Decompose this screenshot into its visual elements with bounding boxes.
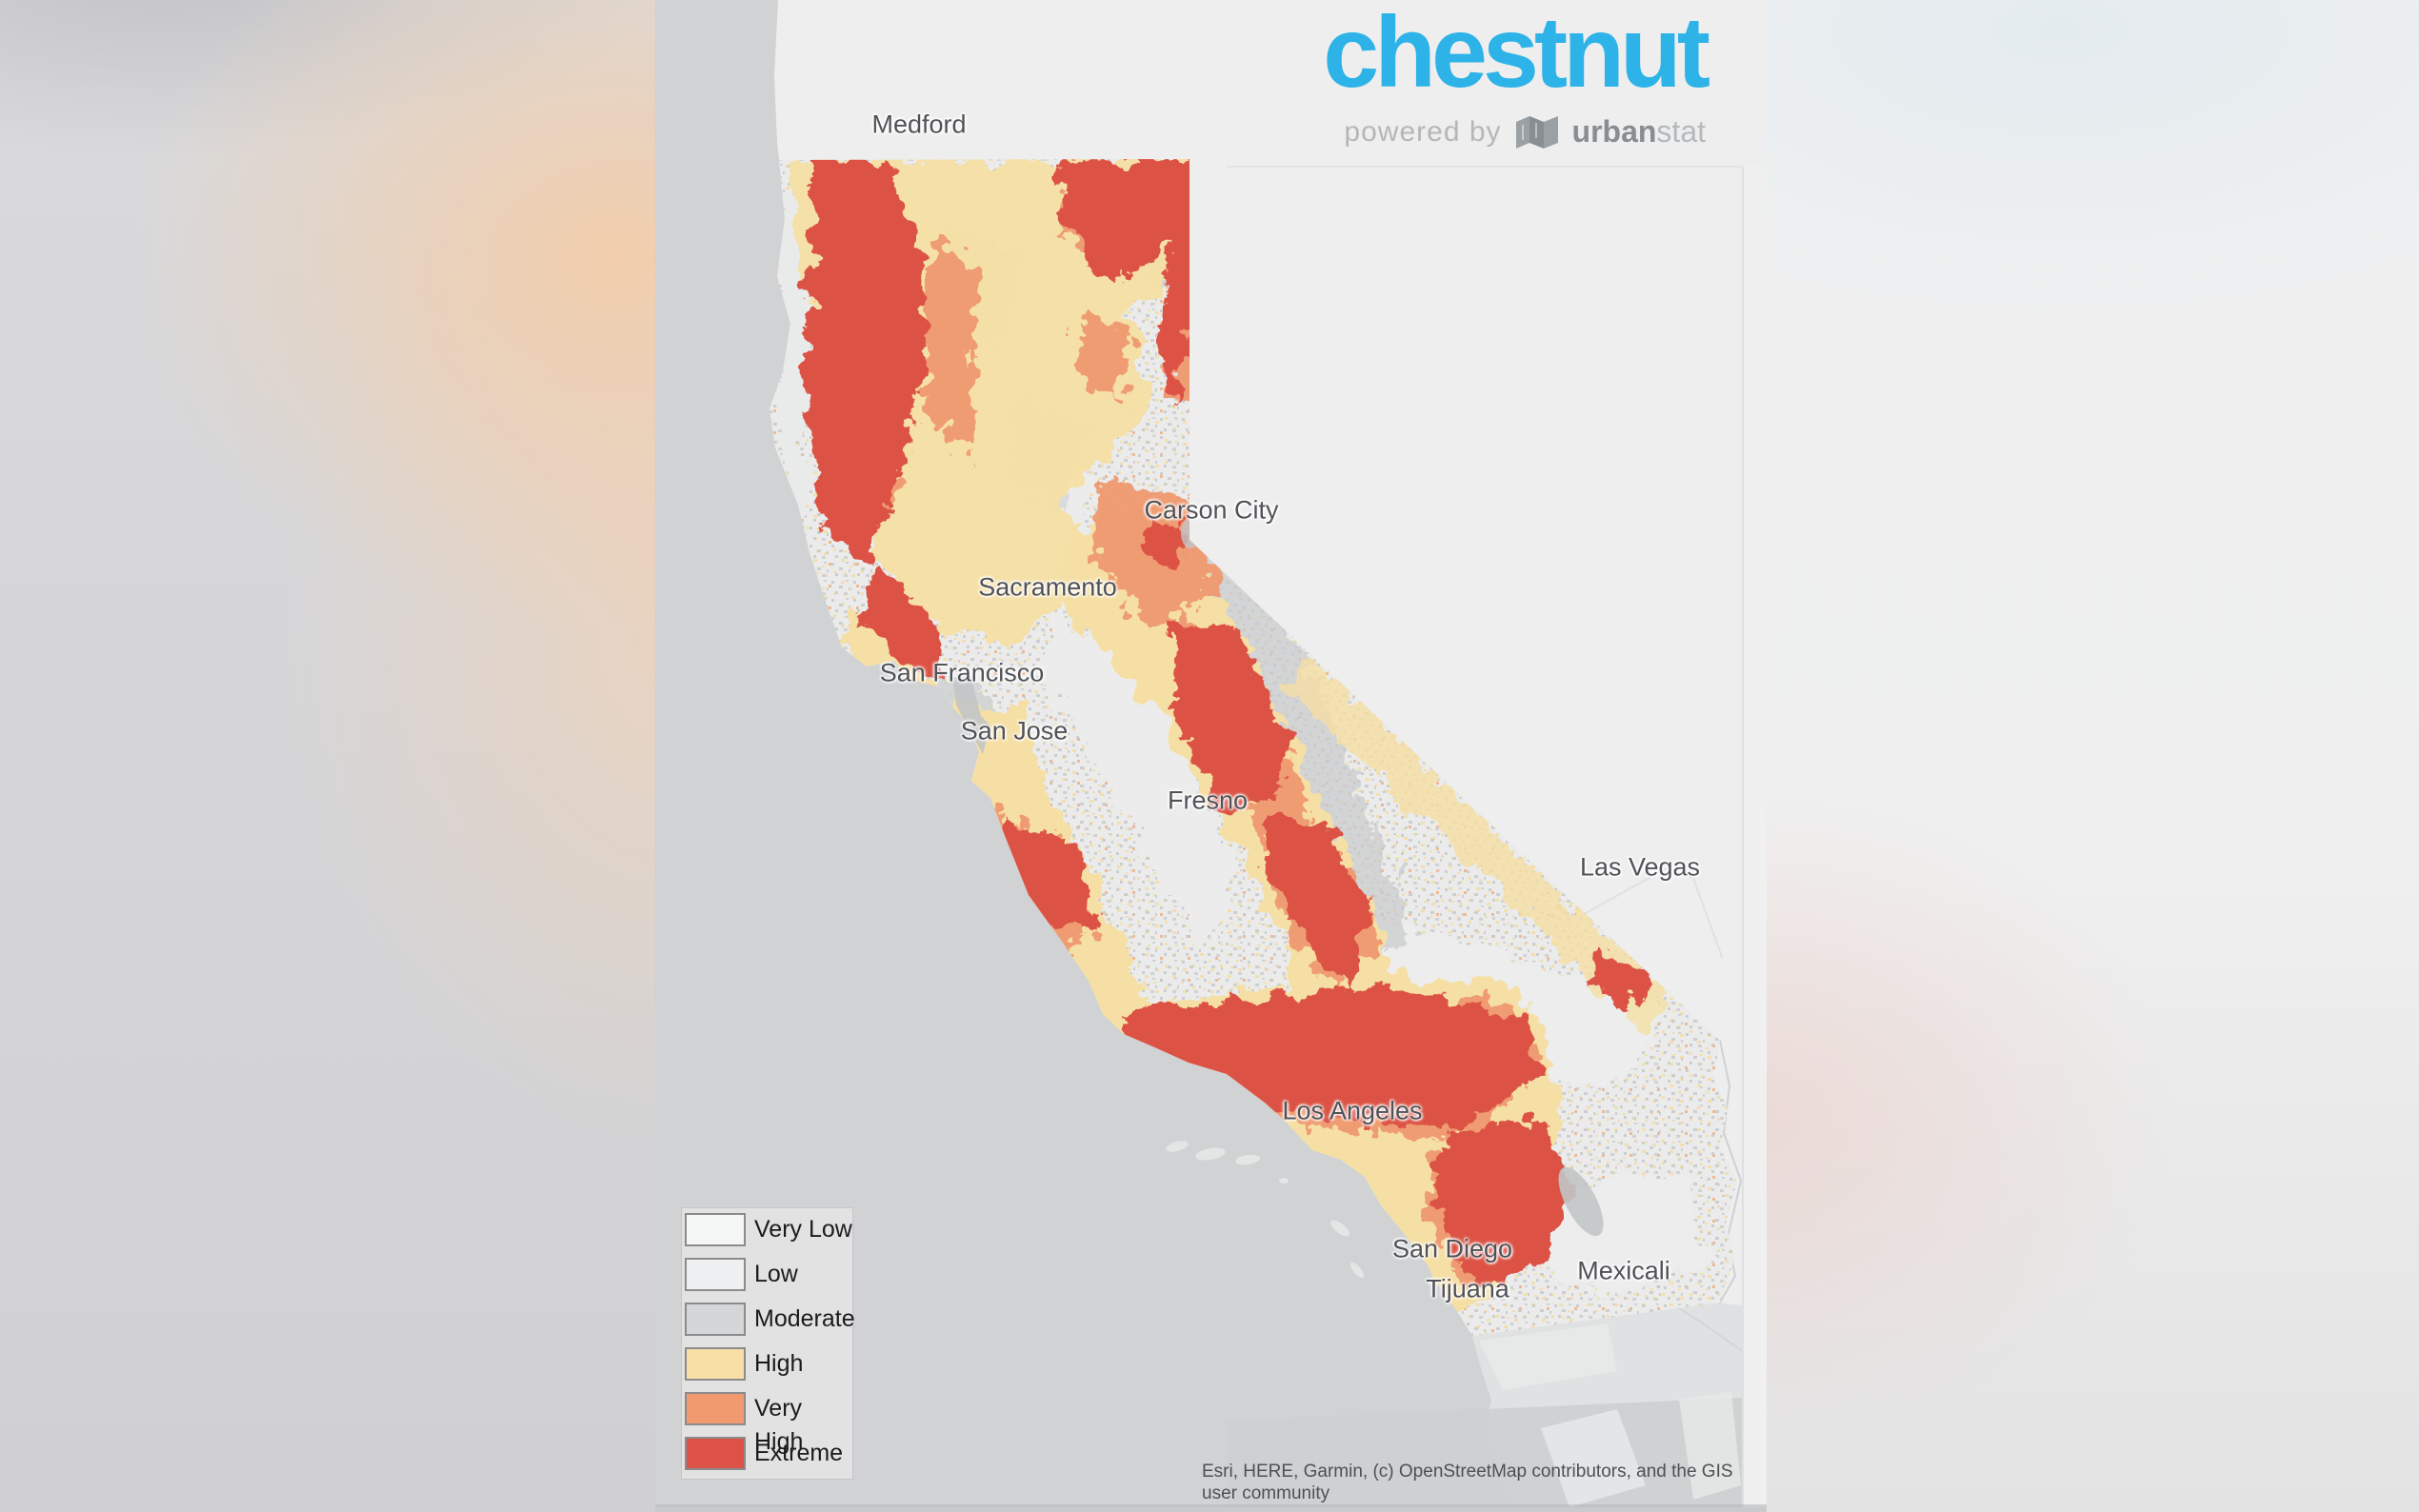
city-label-carson-city: Carson City xyxy=(1144,495,1279,525)
legend-row: Moderate xyxy=(685,1303,855,1347)
city-label-las-vegas: Las Vegas xyxy=(1579,852,1701,882)
urbanstat-wordmark-light: stat xyxy=(1656,114,1706,149)
urbanstat-wordmark-bold: urban xyxy=(1571,114,1657,149)
legend-swatch-moderate xyxy=(685,1303,746,1336)
channel-islands xyxy=(1166,1141,1365,1279)
city-label-san-francisco: San Francisco xyxy=(879,658,1045,687)
wildfire-risk-map[interactable] xyxy=(655,0,1767,1512)
city-label-los-angeles: Los Angeles xyxy=(1282,1096,1423,1125)
legend-row: High xyxy=(685,1347,852,1392)
powered-by-label: powered by xyxy=(1344,115,1502,148)
city-label-san-diego: San Diego xyxy=(1391,1234,1513,1263)
legend-row: Very Low xyxy=(685,1213,852,1258)
map-card-right-sliver xyxy=(1743,167,1767,1507)
legend-label: Very High xyxy=(754,1395,804,1455)
legend-label: Extreme xyxy=(754,1440,844,1466)
legend-swatch-low xyxy=(685,1258,746,1291)
map-bottom-hairline xyxy=(655,1504,1767,1507)
legend-swatch-high xyxy=(685,1347,746,1381)
city-label-medford: Medford xyxy=(871,109,967,139)
legend-swatch-extreme xyxy=(685,1437,746,1470)
map-attribution: Esri, HERE, Garmin, (c) OpenStreetMap co… xyxy=(1202,1461,1767,1504)
blurred-backdrop-left xyxy=(0,0,655,1512)
legend-label: Very Low xyxy=(754,1216,852,1243)
city-label-sacramento: Sacramento xyxy=(978,572,1117,602)
city-label-tijuana: Tijuana xyxy=(1426,1274,1509,1303)
legend-row: Low xyxy=(685,1258,852,1303)
app-panel: chestnut powered by urbanstat Medford Ca… xyxy=(655,0,1767,1512)
legend-swatch-very-low xyxy=(685,1213,746,1246)
vegas-raster-dots xyxy=(1550,905,1569,918)
legend-row: Very High xyxy=(685,1392,852,1455)
mexico-terrain xyxy=(1227,1303,1767,1512)
attribution-line2: user community xyxy=(1202,1483,1330,1503)
brand-logo: chestnut xyxy=(1323,0,1710,109)
legend-row: Extreme xyxy=(685,1437,852,1482)
attribution-line1: Esri, HERE, Garmin, (c) OpenStreetMap co… xyxy=(1202,1462,1733,1482)
urbanstat-map-icon xyxy=(1515,115,1558,149)
city-label-mexicali: Mexicali xyxy=(1577,1256,1670,1285)
blurred-backdrop-right xyxy=(1767,0,2419,1512)
legend-label: Moderate xyxy=(754,1305,855,1332)
city-label-fresno: Fresno xyxy=(1167,786,1249,815)
risk-legend: Very Low Low Moderate High Very High Ext… xyxy=(681,1207,855,1482)
map-bottom-strip xyxy=(655,1507,1767,1512)
city-label-san-jose: San Jose xyxy=(960,716,1069,746)
powered-by-row: powered by urbanstat xyxy=(1344,114,1706,149)
legend-swatch-very-high xyxy=(685,1392,746,1425)
legend-label: High xyxy=(754,1350,804,1377)
legend-label: Low xyxy=(754,1261,798,1287)
urbanstat-wordmark: urbanstat xyxy=(1572,114,1706,149)
